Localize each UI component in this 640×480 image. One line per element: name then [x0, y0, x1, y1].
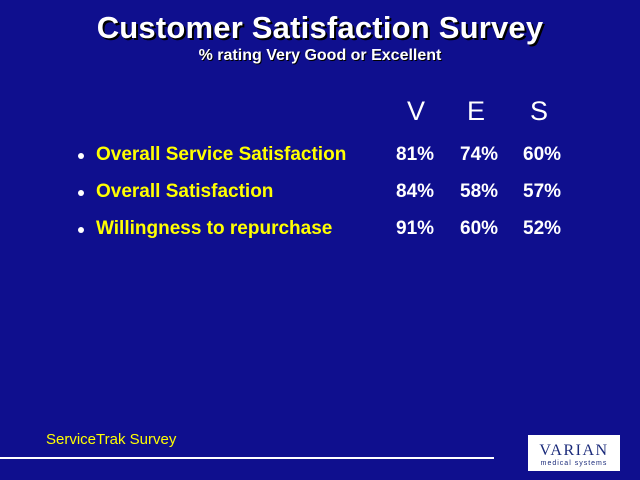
- value-s: 52%: [523, 218, 562, 239]
- bullet-icon: [78, 227, 84, 233]
- varian-logo: VARIAN medical systems: [528, 435, 620, 471]
- column-header-s: S: [529, 96, 548, 126]
- footer-source: ServiceTrak Survey: [46, 431, 177, 448]
- bullet-icon: [78, 153, 84, 159]
- logo-wordmark: VARIAN: [539, 442, 608, 459]
- column-header-v: V: [406, 96, 425, 126]
- value-s: 60%: [523, 144, 562, 165]
- slide-subtitle: % rating Very Good or Excellent: [198, 47, 442, 64]
- varian-logo-graphic: VARIAN medical systems: [539, 442, 608, 467]
- value-v: 81%: [396, 144, 435, 165]
- logo-tagline: medical systems: [541, 460, 608, 467]
- footer-divider: [0, 457, 494, 459]
- column-header-e: E: [466, 96, 485, 126]
- row-label: Overall Satisfaction: [96, 181, 274, 202]
- value-e: 74%: [460, 144, 499, 165]
- value-e: 58%: [460, 181, 499, 202]
- bullet-icon: [78, 190, 84, 196]
- value-v: 84%: [396, 181, 435, 202]
- table-row: Overall Satisfaction 84% 58% 57%: [0, 177, 640, 207]
- value-v: 91%: [396, 218, 435, 239]
- row-label: Overall Service Satisfaction: [96, 144, 347, 165]
- row-label: Willingness to repurchase: [96, 218, 333, 239]
- value-s: 57%: [523, 181, 562, 202]
- value-e: 60%: [460, 218, 499, 239]
- slide-title: Customer Satisfaction Survey: [96, 10, 544, 45]
- table-row: Willingness to repurchase 91% 60% 52%: [0, 214, 640, 244]
- table-row: Overall Service Satisfaction 81% 74% 60%: [0, 140, 640, 170]
